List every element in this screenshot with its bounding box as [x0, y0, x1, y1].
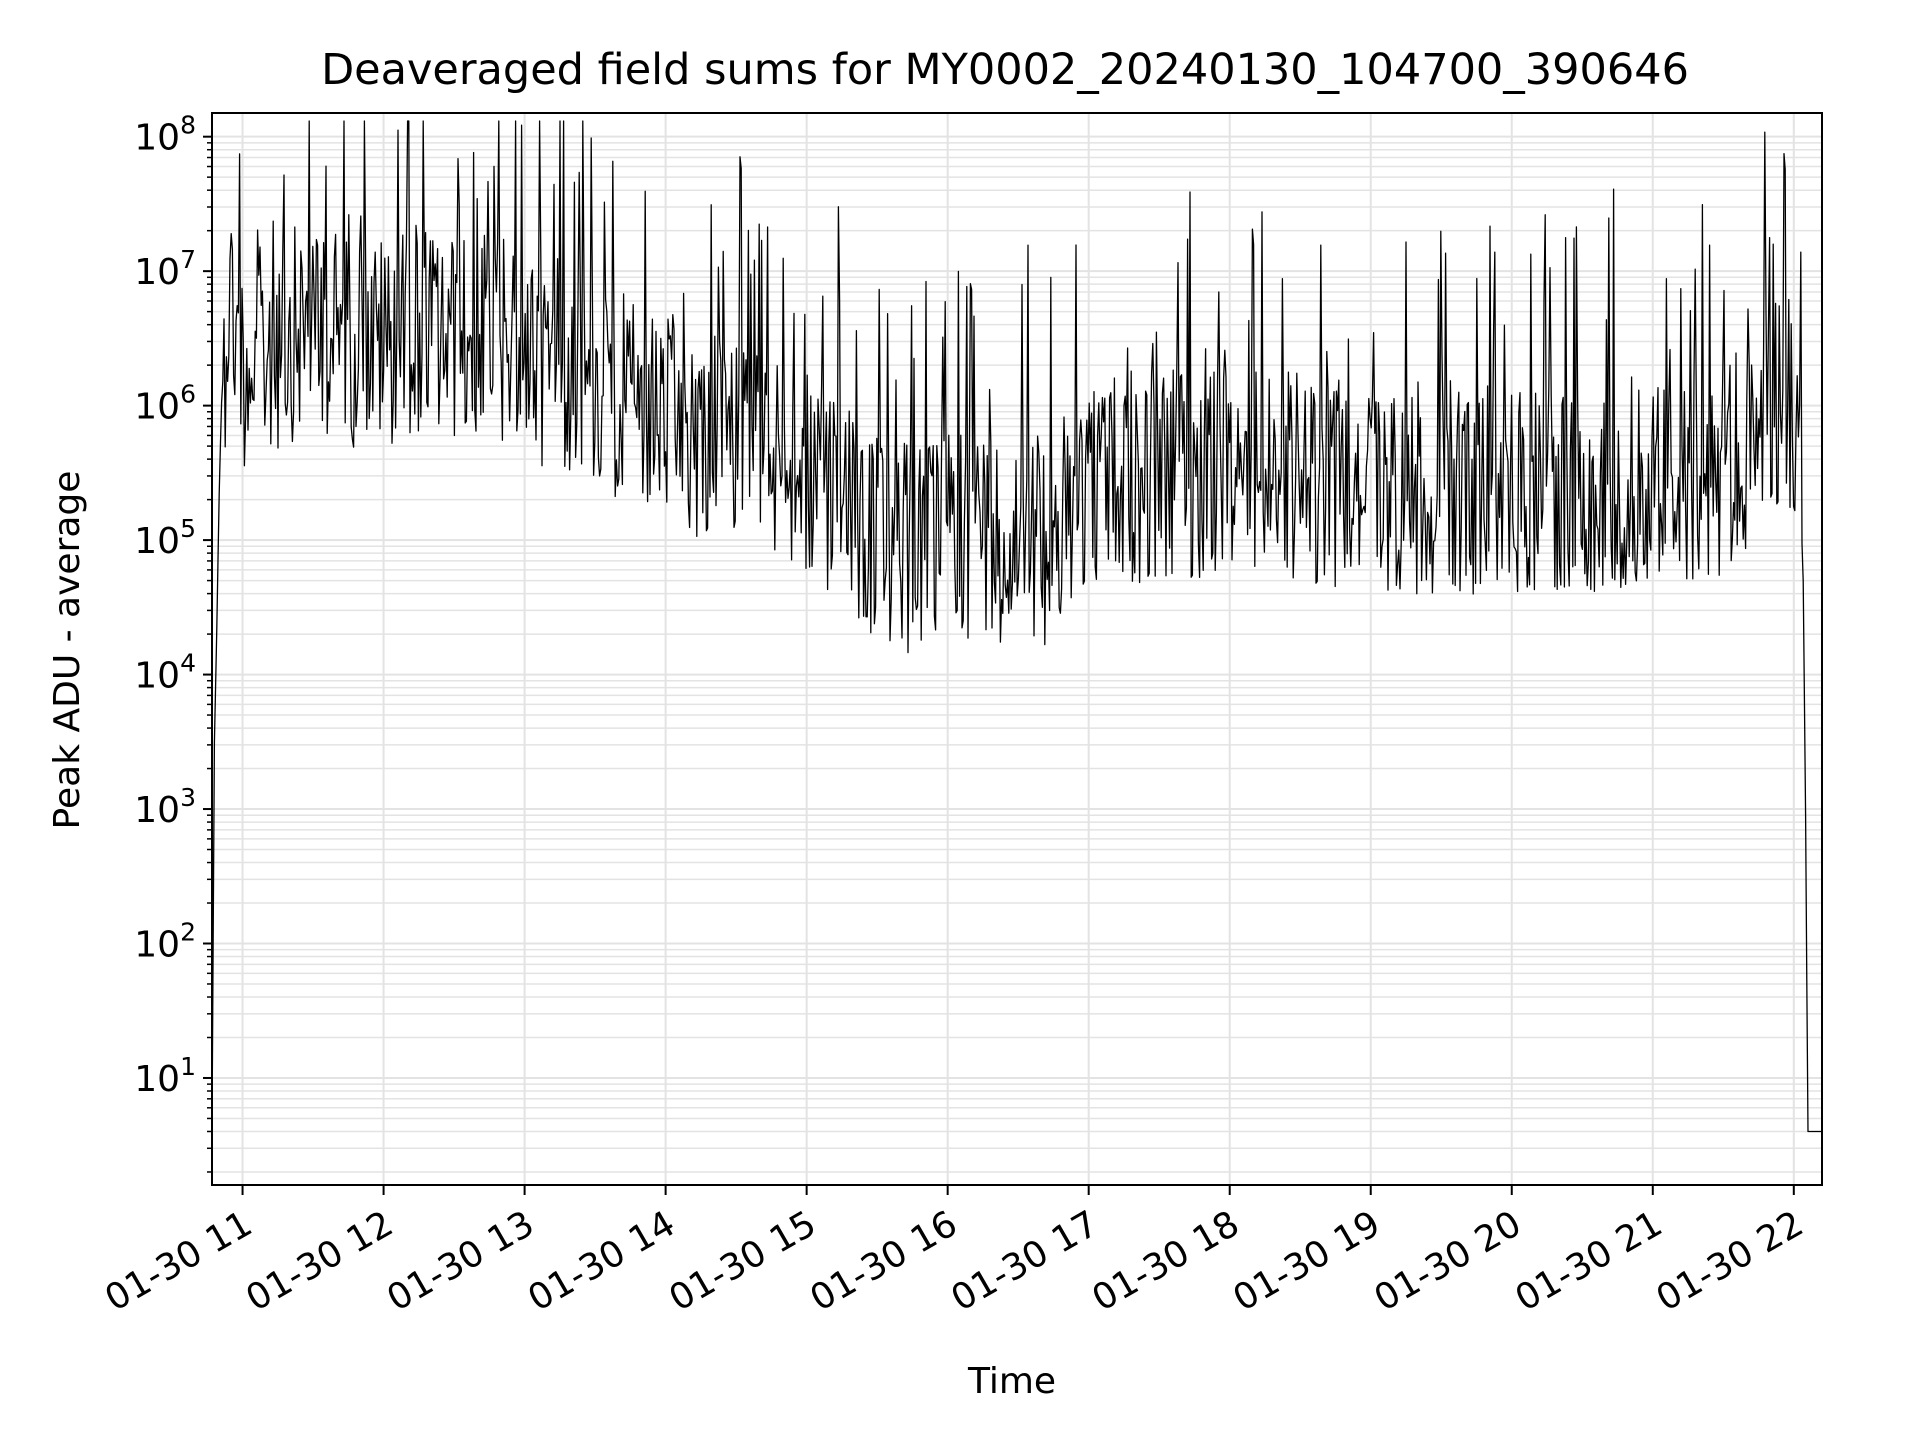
chart-title: Deaveraged field sums for MY0002_2024013…	[321, 45, 1689, 95]
y-tick-label: 103	[134, 783, 196, 831]
y-tick-label: 101	[134, 1052, 196, 1100]
y-tick-label: 104	[134, 649, 196, 697]
y-axis-label: Peak ADU - average	[47, 471, 88, 830]
series-line	[211, 120, 1822, 1133]
y-tick-label: 107	[134, 245, 196, 293]
plot-frame	[211, 112, 1823, 1186]
grid	[212, 113, 1822, 1185]
series-layer	[211, 120, 1822, 1133]
x-axis-label: Time	[967, 1361, 1056, 1402]
